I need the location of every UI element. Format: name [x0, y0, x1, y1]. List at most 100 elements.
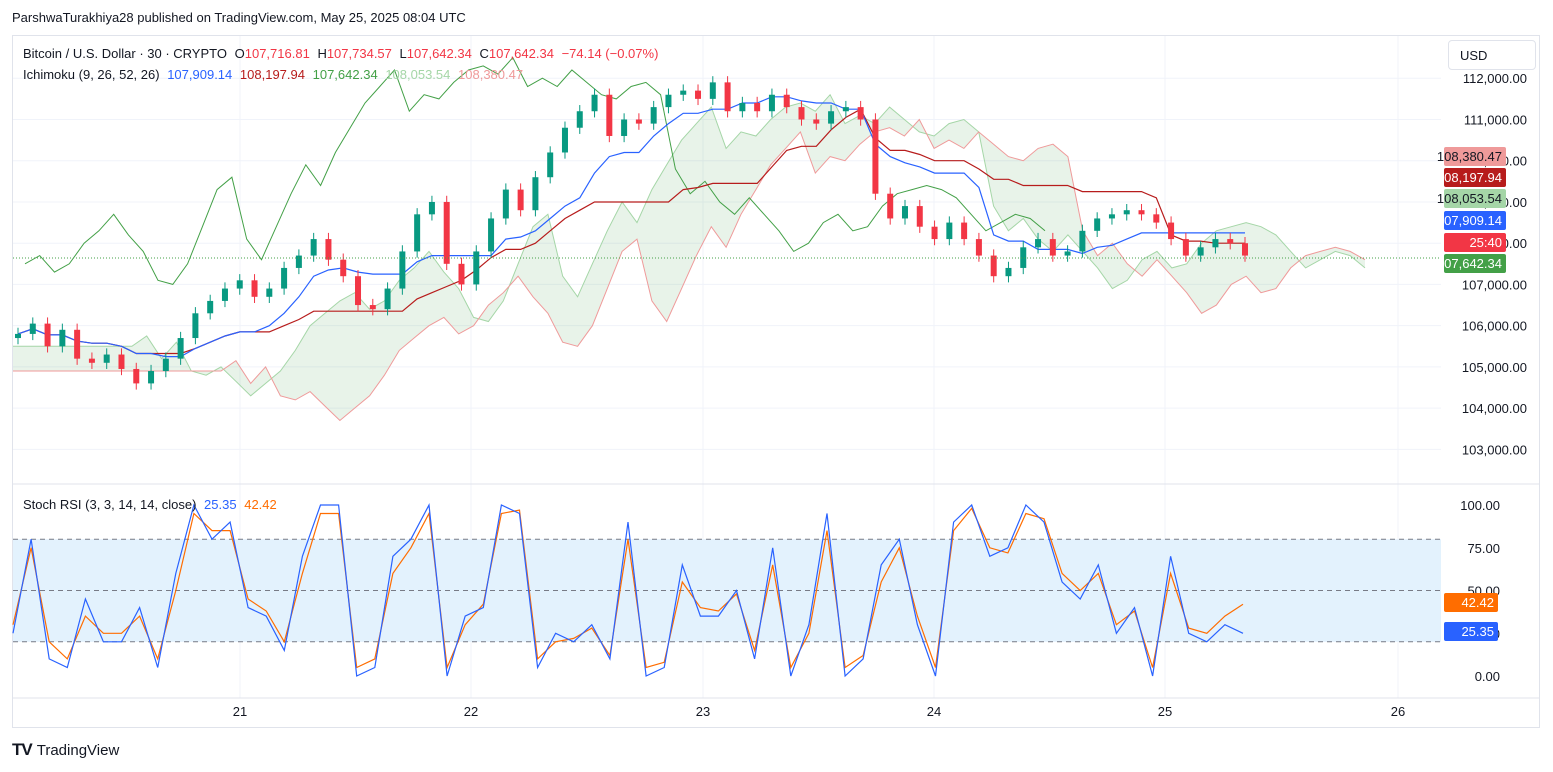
- candle-body: [295, 255, 302, 268]
- chart-frame[interactable]: [12, 35, 1540, 728]
- candle-body: [650, 107, 657, 124]
- price-axis-label-bg: [1444, 254, 1506, 273]
- candle-body: [680, 90, 687, 95]
- symbol-legend[interactable]: Bitcoin / U.S. Dollar · 30 · CRYPTO O107…: [23, 46, 666, 61]
- candle-body: [695, 90, 702, 99]
- candle-body: [887, 193, 894, 219]
- candle-body: [428, 201, 435, 215]
- stoch-k-line: [12, 502, 1244, 678]
- rsi-axis-label-bg: [1444, 593, 1498, 612]
- candle-body: [473, 251, 480, 285]
- price-axis-label: 108,197.94: [1437, 170, 1502, 185]
- candle-body: [1094, 218, 1101, 231]
- candle-body: [384, 288, 391, 310]
- price-axis-label-bg: [1444, 168, 1506, 187]
- candle-body: [975, 239, 982, 256]
- ichimoku-span-b-value: 108,380.47: [458, 67, 524, 82]
- candle-body: [1138, 210, 1145, 215]
- candle-body: [340, 259, 347, 277]
- stoch-rsi-legend[interactable]: Stoch RSI (3, 3, 14, 14, close) 25.35 42…: [23, 497, 281, 512]
- candle-body: [1168, 222, 1175, 240]
- candle-body: [709, 82, 716, 99]
- tradingview-logo-icon: TV: [12, 740, 33, 759]
- candle-body: [133, 368, 140, 384]
- price-tick-label: 104,000.00: [1462, 401, 1527, 416]
- price-tick-label: 103,000.00: [1462, 442, 1527, 457]
- price-axis-label: 25:40: [1469, 235, 1502, 250]
- candle-body: [29, 323, 36, 334]
- candle-body: [251, 280, 258, 297]
- price-axis-label-bg: [1444, 233, 1506, 252]
- candle-body: [1035, 239, 1042, 248]
- candle-body: [88, 358, 95, 363]
- rsi-axis-label: 42.42: [1461, 595, 1494, 610]
- open-value: 107,716.81: [244, 46, 310, 61]
- price-axis-label: 107,642.34: [1437, 256, 1502, 271]
- candle-body: [517, 189, 524, 211]
- candle-body: [399, 251, 406, 289]
- candle-body: [1212, 239, 1219, 248]
- candle-body: [576, 111, 583, 128]
- price-tick-label: 107,000.00: [1462, 277, 1527, 292]
- candle-body: [561, 127, 568, 153]
- price-tick-label: 106,000.00: [1462, 319, 1527, 334]
- candle-body: [281, 267, 288, 289]
- candle-body: [177, 338, 184, 359]
- candle-body: [828, 111, 835, 124]
- candle-body: [1182, 239, 1189, 256]
- candle-body: [754, 102, 761, 112]
- candle-body: [1197, 247, 1204, 256]
- rsi-axis-label: 25.35: [1461, 624, 1494, 639]
- candle-body: [310, 239, 317, 256]
- low-label: L: [399, 46, 407, 61]
- candle-body: [1005, 267, 1012, 277]
- candle-body: [783, 94, 790, 108]
- candle-body: [221, 288, 228, 301]
- time-tick-label: 24: [927, 704, 941, 719]
- brand-name: TradingView: [36, 741, 120, 759]
- price-tick-label: 105,000.00: [1462, 360, 1527, 375]
- open-label: O: [234, 46, 245, 61]
- candle-body: [502, 189, 509, 219]
- footer-brand[interactable]: TV TradingView: [12, 740, 119, 760]
- candle-body: [59, 329, 66, 347]
- time-tick-label: 25: [1158, 704, 1172, 719]
- candle-body: [665, 94, 672, 108]
- price-axis-label-bg: [1444, 211, 1506, 230]
- ichimoku-conversion-value: 107,909.14: [167, 67, 233, 82]
- ichimoku-legend[interactable]: Ichimoku (9, 26, 52, 26) 107,909.14 108,…: [23, 67, 527, 82]
- currency-selector[interactable]: USD: [1448, 40, 1536, 70]
- candle-body: [74, 329, 81, 359]
- ichimoku-label: Ichimoku (9, 26, 52, 26): [23, 67, 160, 82]
- price-axis-label: 108,380.47: [1437, 149, 1502, 164]
- stoch-rsi-label: Stoch RSI (3, 3, 14, 14, close): [23, 497, 197, 512]
- stoch-d-value: 42.42: [244, 497, 277, 512]
- ichimoku-span-a-line: [13, 93, 1366, 397]
- candle-body: [325, 239, 332, 260]
- candle-body: [266, 288, 273, 297]
- symbol-name: Bitcoin / U.S. Dollar · 30 · CRYPTO: [23, 46, 227, 61]
- candle-body: [532, 177, 539, 211]
- ichimoku-lagging-value: 107,642.34: [312, 67, 378, 82]
- candle-body: [488, 218, 495, 252]
- ichimoku-lagging-line: [24, 56, 1046, 285]
- price-tick-label: 112,000.00: [1463, 71, 1527, 86]
- price-tick-label: 111,000.00: [1464, 112, 1527, 127]
- candle-body: [192, 313, 199, 339]
- candle-body: [1020, 247, 1027, 268]
- high-label: H: [317, 46, 327, 61]
- candle-body: [547, 152, 554, 178]
- price-axis-label-bg: [1444, 189, 1506, 208]
- candle-body: [148, 371, 155, 384]
- candle-body: [443, 201, 450, 264]
- change-value: −74.14 (−0.07%): [561, 46, 659, 61]
- rsi-axis-label-bg: [1444, 622, 1498, 641]
- time-tick-label: 21: [233, 704, 247, 719]
- candle-body: [103, 354, 110, 363]
- candle-body: [901, 206, 908, 219]
- candle-body: [946, 222, 953, 240]
- candle-body: [369, 305, 376, 310]
- candle-body: [961, 222, 968, 240]
- price-axis-label: 108,053.54: [1437, 191, 1502, 206]
